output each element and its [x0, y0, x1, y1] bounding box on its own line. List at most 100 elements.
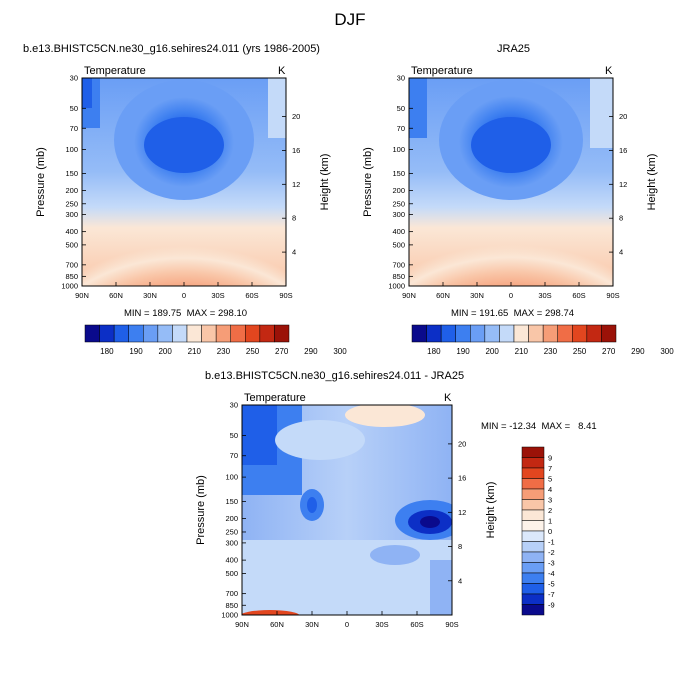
panel-3-y-axis-title: Pressure (mb): [195, 475, 207, 545]
panel-3-x-tick-label: 0: [345, 620, 349, 629]
panel-1-colorbar-swatch: [99, 324, 115, 343]
panel-3-y-tick-label: 1000: [221, 611, 238, 620]
panel-1-height-tick-label: 20: [292, 112, 300, 121]
panel-3-colorbar-label: 1: [548, 517, 552, 526]
panel-3-colorbar-label: 4: [548, 485, 552, 494]
panel-2-colorbar-label: 250: [573, 347, 587, 356]
panel-2-colorbar-swatch: [513, 324, 529, 343]
panel-3-colorbar-swatch: [521, 478, 545, 490]
panel-1-colorbar-swatch: [84, 324, 100, 343]
panel-2-colorbar-swatch: [440, 324, 456, 343]
panel-3-colorbar-swatch: [521, 499, 545, 511]
panel-3-plot: [241, 404, 453, 616]
panel-1-y-tick-label: 250: [65, 199, 78, 208]
panel-1-height-tick-label: 12: [292, 180, 300, 189]
panel-1-y-tick-label: 100: [65, 145, 78, 154]
panel-1-colorbar-swatch: [157, 324, 173, 343]
panel-1-colorbar-swatch: [274, 324, 290, 343]
panel-2-y-tick-label: 500: [392, 240, 405, 249]
panel-3-y-tick-label: 50: [230, 431, 238, 440]
panel-3-y-tick-label: 100: [225, 473, 238, 482]
panel-1-height-tick-label: 16: [292, 146, 300, 155]
panel-1-y-tick-label: 70: [70, 124, 78, 133]
panel-3-colorbar-swatch: [521, 530, 545, 542]
panel-3-y-tick-label: 30: [230, 401, 238, 410]
panel-3-height-tick-label: 4: [458, 576, 462, 585]
panel-1-y-tick-label: 500: [65, 240, 78, 249]
panel-2-y-axis-title: Pressure (mb): [362, 147, 374, 217]
panel-3-y-tick-label: 700: [225, 589, 238, 598]
panel-2-x-tick-label: 90S: [606, 291, 619, 300]
panel-1-plot: [81, 77, 287, 287]
panel-2-colorbar-swatch: [528, 324, 544, 343]
panel-3-colorbar-label: 2: [548, 506, 552, 515]
panel-2-colorbar-label: 290: [631, 347, 645, 356]
panel-1-y-tick-label: 300: [65, 210, 78, 219]
panel-3-colorbar-label: 7: [548, 464, 552, 473]
panel-1-y-tick-label: 400: [65, 227, 78, 236]
panel-3-colorbar-swatch: [521, 467, 545, 479]
panel-3-height-tick-label: 8: [458, 542, 462, 551]
panel-2-y-tick-label: 700: [392, 260, 405, 269]
panel-2-x-tick-label: 60S: [572, 291, 585, 300]
panel-2-colorbar-swatch: [572, 324, 588, 343]
panel-3-colorbar-swatch: [521, 572, 545, 584]
panel-1-y-tick-label: 200: [65, 186, 78, 195]
panel-3-y-tick-label: 850: [225, 601, 238, 610]
panel-1-colorbar-label: 210: [188, 347, 202, 356]
panel-2-title: JRA25: [497, 43, 531, 55]
panel-3-height-tick-label: 12: [458, 508, 466, 517]
panel-3-x-tick-label: 60N: [270, 620, 284, 629]
panel-3-height-tick-label: 20: [458, 439, 466, 448]
panel-3-y-tick-label: 150: [225, 497, 238, 506]
panel-1-colorbar-label: 250: [246, 347, 260, 356]
panel-1-minmax: MIN = 189.75 MAX = 298.10: [124, 308, 248, 319]
panel-2-colorbar-swatch: [455, 324, 471, 343]
panel-3-x-tick-label: 30N: [305, 620, 319, 629]
panel-3-colorbar-swatch: [521, 604, 545, 616]
panel-3-title: b.e13.BHISTC5CN.ne30_g16.sehires24.011 -…: [205, 370, 465, 382]
panel-1-colorbar-label: 230: [217, 347, 231, 356]
panel-3-colorbar-label: -7: [548, 590, 555, 599]
panel-3-x-tick-label: 90S: [445, 620, 458, 629]
panel-1-height-tick-label: 4: [292, 248, 296, 257]
panel-3-x-tick-label: 60S: [410, 620, 423, 629]
panel-3-x-tick-label: 90N: [235, 620, 249, 629]
panel-2-colorbar-swatch: [470, 324, 486, 343]
panel-3-y-tick-label: 200: [225, 514, 238, 523]
panel-3-y-tick-label: 500: [225, 569, 238, 578]
panel-3-colorbar-label: -3: [548, 559, 555, 568]
panel-3-colorbar-label: 9: [548, 454, 552, 463]
panel-2-subtitle-left: Temperature: [411, 65, 473, 77]
panel-2-height-tick-label: 16: [619, 146, 627, 155]
panel-1-x-tick-label: 60N: [109, 291, 123, 300]
panel-3-colorbar-label: -5: [548, 580, 555, 589]
panel-1-height-tick-label: 8: [292, 214, 296, 223]
panel-3-colorbar-swatch: [521, 457, 545, 469]
panel-3-colorbar-label: 5: [548, 475, 552, 484]
panel-2-colorbar-label: 190: [456, 347, 470, 356]
panel-2-y-tick-label: 300: [392, 210, 405, 219]
panel-1-colorbar-label: 300: [333, 347, 347, 356]
panel-3-y-tick-label: 250: [225, 527, 238, 536]
panel-3-minmax: MIN = -12.34 MAX = 8.41: [481, 421, 597, 432]
panel-1-y-tick-label: 50: [70, 104, 78, 113]
panel-1-x-tick-label: 0: [182, 291, 186, 300]
panel-3-colorbar-swatch: [521, 488, 545, 500]
panel-1-y-tick-label: 700: [65, 260, 78, 269]
panel-1-colorbar-swatch: [128, 324, 144, 343]
panel-3-y-tick-label: 300: [225, 538, 238, 547]
panel-2-y-tick-label: 400: [392, 227, 405, 236]
panel-1-colorbar-label: 190: [129, 347, 143, 356]
panel-1-x-tick-label: 60S: [245, 291, 258, 300]
panel-3-colorbar-label: -1: [548, 538, 555, 547]
panel-2-colorbar-swatch: [601, 324, 617, 343]
panel-3-colorbar-swatch: [521, 541, 545, 553]
panel-3-colorbar-swatch: [521, 520, 545, 532]
panel-1-colorbar-label: 200: [158, 347, 172, 356]
panel-1-subtitle-right: K: [278, 65, 286, 77]
panel-3-subtitle-left: Temperature: [244, 392, 306, 404]
panel-3-subtitle-right: K: [444, 392, 452, 404]
panel-2-x-tick-label: 60N: [436, 291, 450, 300]
